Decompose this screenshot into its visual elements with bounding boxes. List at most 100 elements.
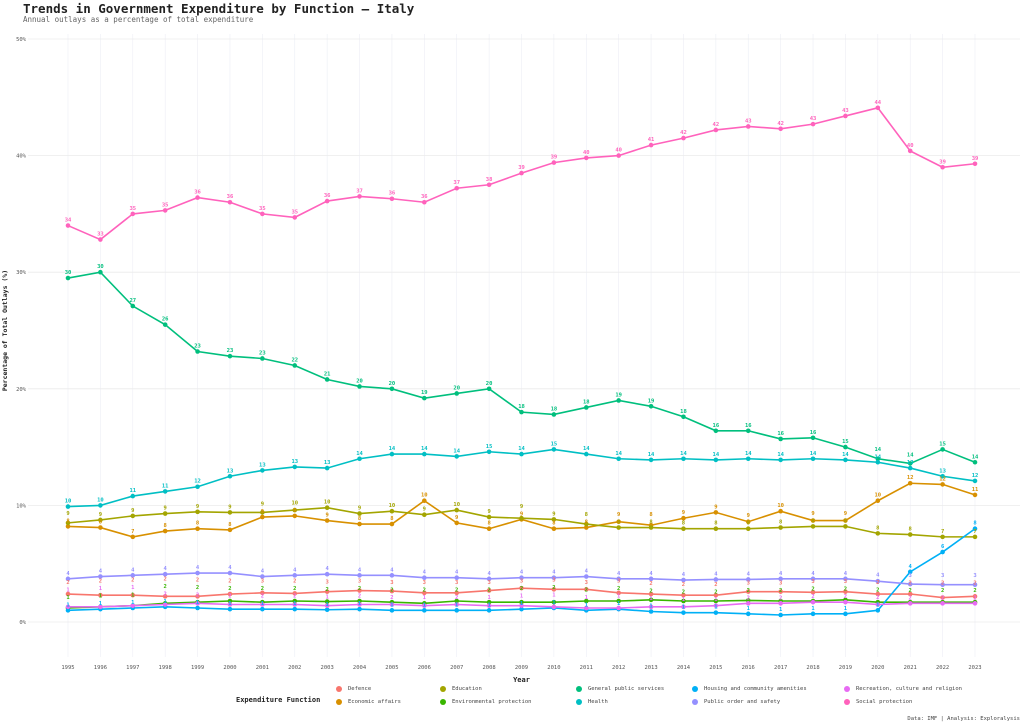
data-label-defence: 3 <box>617 579 620 585</box>
data-point-general-public-services <box>292 363 298 368</box>
data-point-housing-and-community-amenities <box>357 606 362 612</box>
data-label-defence: 2 <box>164 576 167 582</box>
data-label-health: 11 <box>129 488 136 494</box>
data-label-housing-and-community-amenities: 1 <box>844 606 848 612</box>
data-label-public-order-and-safety: 4 <box>585 569 589 575</box>
data-point-health <box>422 451 427 457</box>
legend-label: Education <box>452 686 482 692</box>
data-label-social-protection: 39 <box>551 155 558 161</box>
data-point-defence <box>810 589 816 595</box>
data-point-recreation-culture-and-religion <box>616 605 621 611</box>
data-point-defence <box>843 589 848 594</box>
data-label-defence: 2 <box>228 579 231 585</box>
data-label-public-order-and-safety: 4 <box>682 572 686 578</box>
data-point-education <box>65 520 71 526</box>
data-point-general-public-services <box>389 386 395 392</box>
x-tick-label: 2005 <box>385 665 398 671</box>
data-label-education: 8 <box>617 520 620 526</box>
data-point-housing-and-community-amenities <box>519 606 524 612</box>
data-point-health <box>972 478 978 484</box>
data-point-housing-and-community-amenities <box>713 610 719 615</box>
data-label-defence: 3 <box>811 579 814 585</box>
data-point-health <box>810 456 816 462</box>
data-point-housing-and-community-amenities <box>907 569 913 575</box>
data-point-defence <box>648 591 654 597</box>
x-tick-label: 2013 <box>644 665 657 671</box>
data-label-housing-and-community-amenities: 1 <box>131 600 135 606</box>
data-point-environmental-protection <box>551 599 557 605</box>
data-label-social-protection: 36 <box>227 194 234 200</box>
data-point-health <box>98 503 103 508</box>
data-label-social-protection: 37 <box>356 188 363 194</box>
data-label-economic-affairs: 8 <box>552 521 555 527</box>
data-label-public-order-and-safety: 4 <box>747 571 751 577</box>
x-tick-label: 2020 <box>871 665 884 671</box>
data-label-general-public-services: 19 <box>648 398 655 404</box>
data-point-health <box>681 456 686 462</box>
data-label-education: 10 <box>324 500 331 506</box>
data-point-health <box>389 451 395 457</box>
source-note: Data: IMF | Analysis: Exploralysis <box>907 716 1020 722</box>
data-point-general-public-services <box>130 303 136 309</box>
data-label-public-order-and-safety: 3 <box>909 573 912 579</box>
data-point-public-order-and-safety <box>745 577 751 582</box>
data-point-economic-affairs <box>907 480 913 486</box>
data-point-defence <box>292 591 298 596</box>
legend-label: Recreation, culture and religion <box>856 686 962 692</box>
data-point-public-order-and-safety <box>843 576 848 582</box>
data-point-economic-affairs <box>65 524 71 529</box>
data-label-environmental-protection: 2 <box>714 590 717 596</box>
data-label-public-order-and-safety: 4 <box>99 569 103 575</box>
data-point-recreation-culture-and-religion <box>745 601 751 606</box>
data-label-defence: 3 <box>390 580 393 586</box>
legend-swatch-icon <box>576 686 582 692</box>
data-label-environmental-protection: 2 <box>487 587 490 593</box>
data-point-health <box>940 473 945 479</box>
data-point-general-public-services <box>324 377 330 382</box>
data-label-housing-and-community-amenities: 1 <box>585 602 589 608</box>
legend-label: Public order and safety <box>704 699 781 705</box>
x-tick-label: 2019 <box>839 665 852 671</box>
data-label-environmental-protection: 2 <box>164 584 167 590</box>
data-label-economic-affairs: 8 <box>99 520 102 526</box>
data-label-general-public-services: 16 <box>713 423 720 429</box>
data-point-education <box>940 534 945 540</box>
data-point-general-public-services <box>486 386 492 392</box>
data-label-general-public-services: 20 <box>486 381 493 387</box>
data-label-education: 8 <box>844 518 847 524</box>
data-point-general-public-services <box>260 356 265 361</box>
data-label-defence: 3 <box>325 579 328 585</box>
data-point-health <box>778 457 783 463</box>
data-label-housing-and-community-amenities: 4 <box>909 564 913 570</box>
data-label-social-protection: 41 <box>648 137 655 143</box>
data-point-public-order-and-safety <box>972 582 978 587</box>
data-point-public-order-and-safety <box>778 576 783 582</box>
data-label-housing-and-community-amenities: 1 <box>66 602 70 608</box>
data-point-housing-and-community-amenities <box>422 608 427 613</box>
data-label-recreation-culture-and-religion: 2 <box>747 595 750 601</box>
data-point-recreation-culture-and-religion <box>227 602 233 607</box>
data-label-education: 10 <box>453 502 460 508</box>
data-label-social-protection: 33 <box>97 232 104 238</box>
data-label-recreation-culture-and-religion: 1 <box>520 594 524 600</box>
data-label-defence: 2 <box>876 580 879 586</box>
data-point-education <box>98 517 103 523</box>
data-point-public-order-and-safety <box>583 574 589 579</box>
data-point-defence <box>745 589 751 594</box>
data-point-defence <box>519 585 524 591</box>
data-point-social-protection <box>195 195 200 200</box>
data-point-health <box>843 457 848 463</box>
data-label-defence: 2 <box>293 579 296 585</box>
data-label-housing-and-community-amenities: 1 <box>714 605 718 611</box>
data-point-health <box>195 484 200 490</box>
data-label-public-order-and-safety: 4 <box>164 566 168 572</box>
data-point-general-public-services <box>357 384 362 389</box>
data-point-environmental-protection <box>454 598 460 604</box>
data-point-social-protection <box>551 160 557 165</box>
data-label-recreation-culture-and-religion: 2 <box>358 594 361 600</box>
data-label-housing-and-community-amenities: 1 <box>552 600 556 606</box>
x-tick-label: 1998 <box>159 665 172 671</box>
data-point-education <box>422 512 427 518</box>
data-point-social-protection <box>907 148 913 154</box>
data-point-education <box>907 532 913 537</box>
